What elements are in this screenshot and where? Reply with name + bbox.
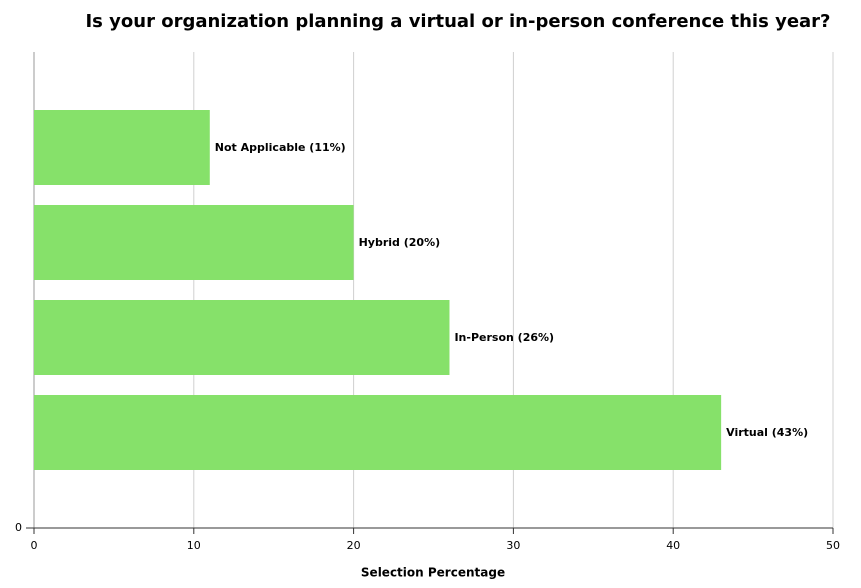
x-tick-label: 10 (187, 539, 201, 552)
bar-label: In-Person (26%) (454, 331, 554, 344)
x-tick-label: 0 (31, 539, 38, 552)
x-tick-label: 20 (347, 539, 361, 552)
bar (34, 110, 210, 185)
x-tick-label: 50 (826, 539, 840, 552)
bar-label: Hybrid (20%) (359, 236, 441, 249)
bar-label: Not Applicable (11%) (215, 141, 346, 154)
x-axis-label: Selection Percentage (361, 566, 505, 580)
y-tick-label: 0 (15, 521, 22, 534)
bar (34, 205, 354, 280)
x-tick-label: 30 (506, 539, 520, 552)
bar-label: Virtual (43%) (726, 426, 808, 439)
x-tick-label: 40 (666, 539, 680, 552)
bar (34, 300, 450, 375)
bar (34, 395, 722, 470)
chart-title: Is your organization planning a virtual … (85, 11, 830, 32)
